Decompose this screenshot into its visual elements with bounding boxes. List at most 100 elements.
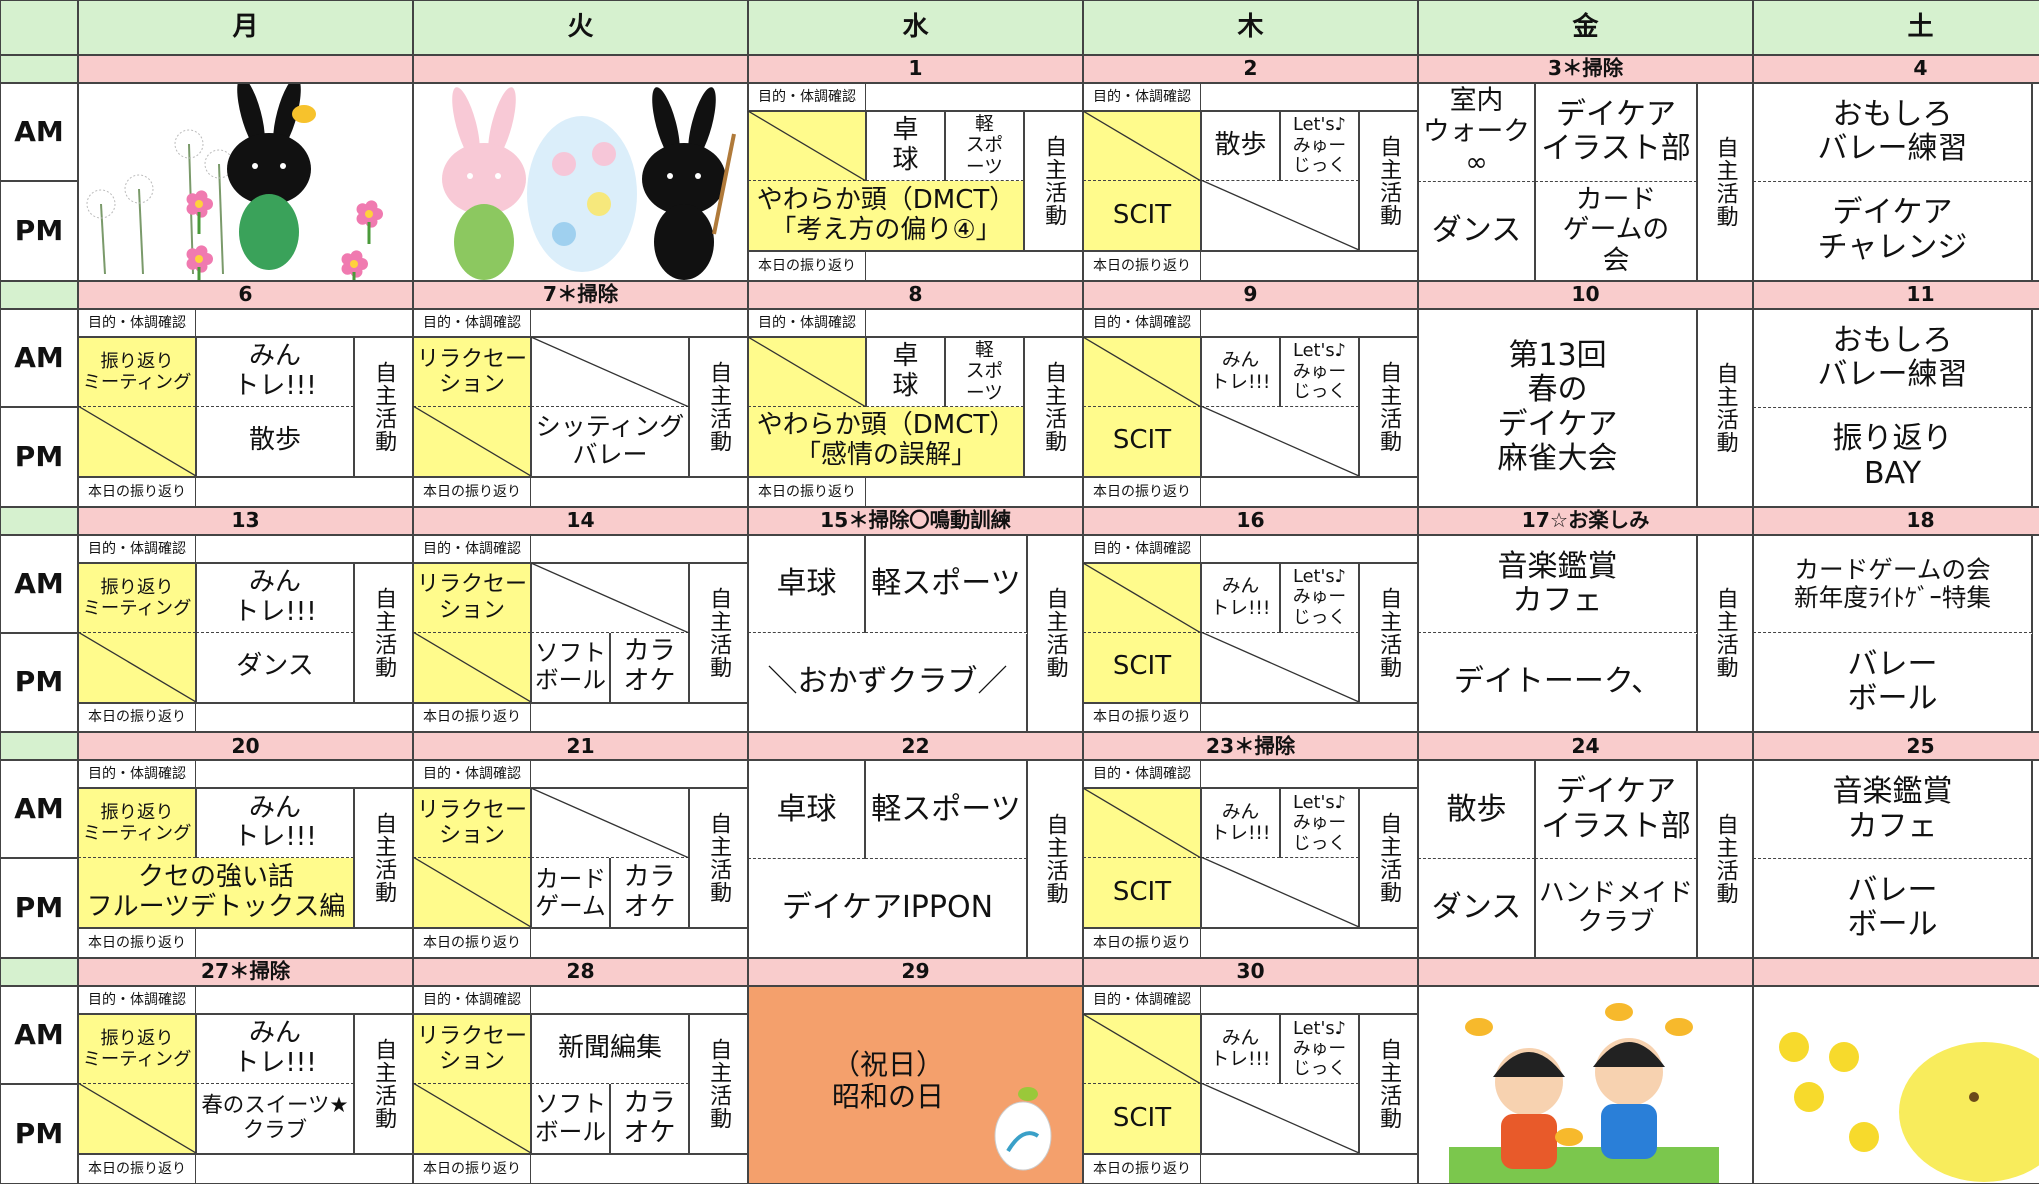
pm-activity: デイケアIPPON [748,859,1027,959]
date: 18 [1753,506,2039,535]
illustration-part [1449,1147,1719,1183]
review-blank [531,928,748,959]
pm-left: ダンス [1418,181,1535,281]
diagonal [78,405,196,476]
illustration-part [1593,1042,1665,1068]
check-label: 目的・体調確認 [1083,760,1201,789]
pm-left: SCIT [1083,406,1201,477]
illustration-part [365,210,373,218]
self-activity: 自主活動 [1359,788,1418,929]
diagonal-line [1083,788,1201,859]
am-left: 振り返り ミーティング [78,788,196,859]
self-activity: 自主活動 [1697,83,1753,281]
am-activity: カードゲームの会 新年度ﾗｲﾄｹﾞｰ特集 [1753,534,2032,634]
illustration-part [695,173,701,179]
diagonal [1083,111,1201,181]
review-blank [1201,702,1418,733]
illustration-part [280,163,286,169]
illustration-part [712,133,736,235]
date: 3＊掃除 [1418,55,1753,83]
am-left-empty [1083,111,1201,181]
am-left: 散歩 [1418,760,1535,860]
pm-mid-empty [1201,405,1359,477]
pm-label: PM [0,1084,78,1184]
check-blank [531,986,748,1015]
am-activity: おもしろ バレー練習 [1753,308,2032,408]
am-mid: みん トレ!!! [196,788,354,859]
pm-mid: 散歩 [196,406,354,477]
check-blank [196,308,413,337]
diagonal [413,405,531,476]
diagonal [78,631,196,702]
diagonal [531,788,689,859]
illustration-part [273,84,301,151]
am-label: AM [0,308,78,407]
illustration-part [1465,1018,1493,1037]
check-label: 目的・体調確認 [1083,83,1201,111]
review-blank [1201,251,1418,281]
pm-label: PM [0,406,78,507]
diagonal [413,857,531,928]
illustration-part [86,189,116,219]
am-mid-empty [531,336,689,407]
pm-mid: ソフト ボール [531,632,610,703]
diagonal-line [78,631,196,702]
illustration-part [350,260,358,268]
illustration-part [592,142,616,166]
diagonal-line [1201,857,1359,928]
check-label: 目的・体調確認 [748,308,866,337]
diagonal-line [1201,405,1359,476]
illustration-part [527,116,637,272]
diagonal-line [413,405,531,476]
weekday-header: 金 [1418,0,1753,55]
illustration-part [174,129,204,159]
am-left: リラクセー ション [413,1014,531,1085]
check-label: 目的・体調確認 [413,308,531,337]
illustration-part [124,174,154,204]
am-mid: 卓 球 [866,336,945,407]
diagonal [1083,788,1201,859]
date-empty [1753,958,2039,987]
diagonal [748,336,866,407]
review-label: 本日の振り返り [413,476,531,507]
illustration [442,87,736,280]
am-left-empty [1083,788,1201,859]
date-empty [1418,958,1753,987]
am-mid: 軽 スポ ーツ [945,111,1024,181]
diagonal [531,562,689,633]
review-label: 本日の振り返り [1083,251,1201,281]
illustration-part [667,173,673,179]
illustration-part [1605,1003,1633,1022]
self-activity: 自主活動 [2032,534,2039,733]
review-label: 本日の振り返り [413,1154,531,1184]
self-activity: 自主活動 [1359,336,1418,477]
illustration-part [365,200,378,213]
illustration-part [1501,1114,1557,1170]
diagonal-line [1201,180,1359,250]
date-empty [413,55,748,83]
pm-left-empty [78,405,196,477]
diagonal [78,1083,196,1154]
am-mid-empty [531,788,689,859]
pm-mid: カラ オケ [610,632,689,703]
self-activity: 自主活動 [354,1014,413,1155]
review-blank [1201,1154,1418,1184]
pm-left-empty [413,405,531,477]
illustration-part [552,222,576,246]
illustration [1449,1003,1719,1183]
diagonal-line [748,111,866,181]
illustration [994,1087,1052,1171]
weekday-header: 水 [748,0,1083,55]
check-label: 目的・体調確認 [78,986,196,1015]
date-empty [78,55,413,83]
picture-frame [413,83,748,281]
review-label: 本日の振り返り [78,476,196,507]
illustration-part [350,250,363,263]
date: 22 [748,732,1083,761]
weekday-header: 月 [78,0,413,55]
illustration-part [195,190,208,203]
self-activity: 自主活動 [1024,111,1083,251]
pm-label: PM [0,858,78,959]
illustration-part [488,87,516,161]
am-left-empty [748,111,866,181]
